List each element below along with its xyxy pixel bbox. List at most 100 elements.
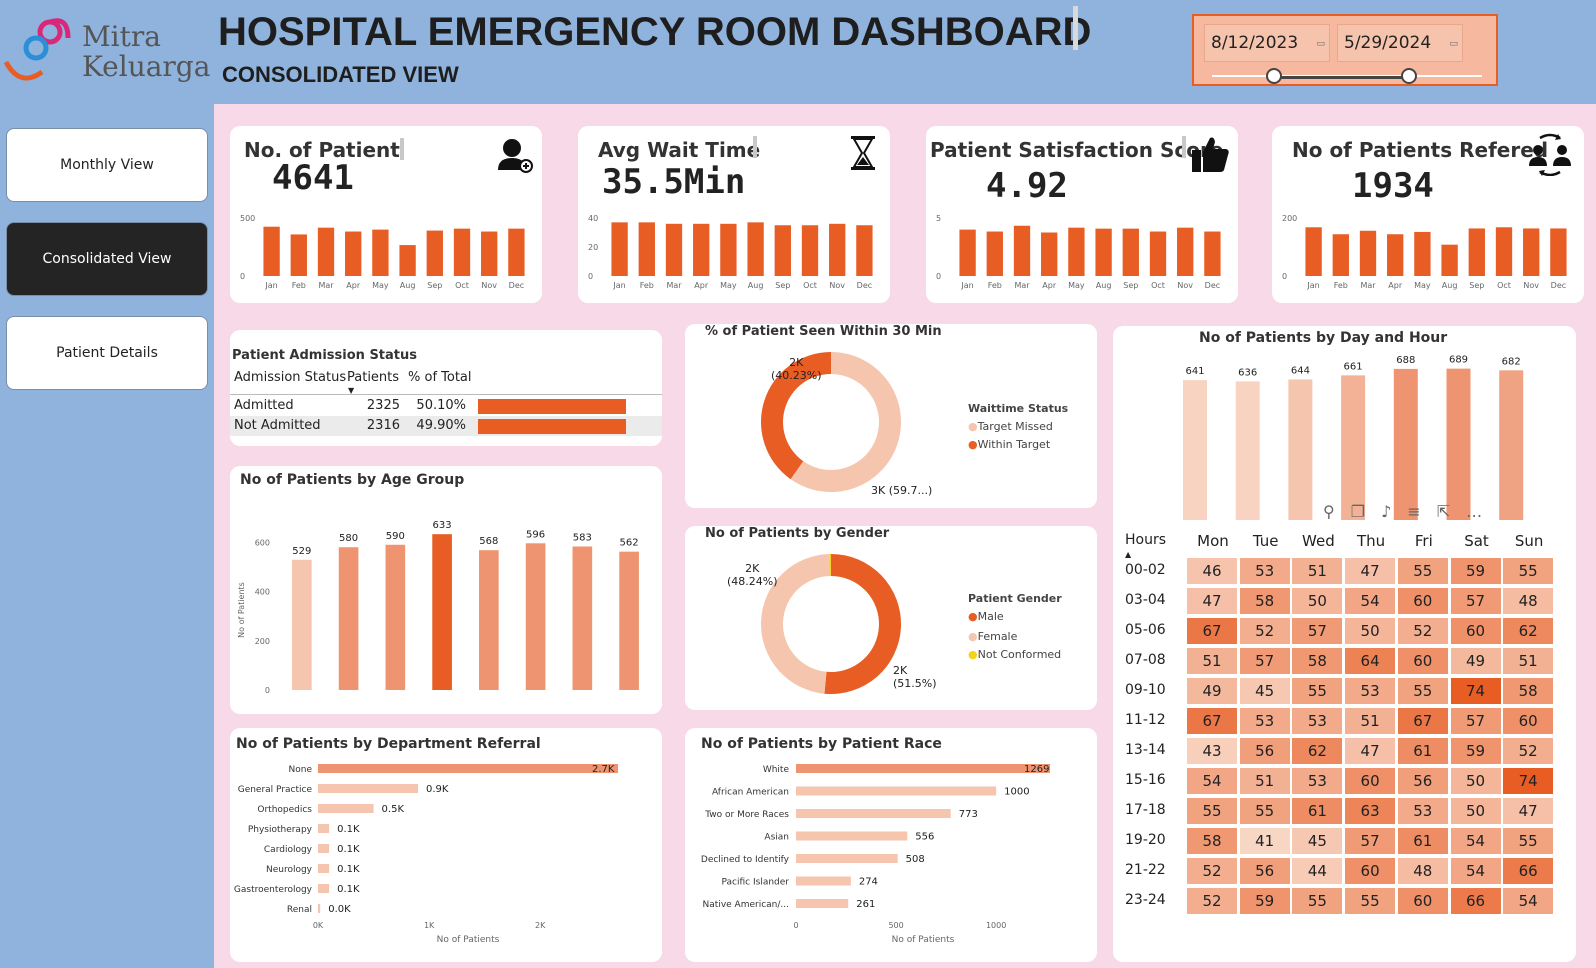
heatmap-cell[interactable]: 67	[1187, 618, 1237, 644]
age-bar[interactable]	[432, 534, 452, 690]
nav-monthly-view[interactable]: Monthly View	[6, 128, 208, 202]
heatmap-cell[interactable]: 60	[1397, 648, 1448, 674]
heatmap-cell[interactable]: 74	[1503, 768, 1554, 794]
heatmap-cell[interactable]: 55	[1187, 798, 1237, 824]
heatmap-cell[interactable]: 57	[1292, 618, 1343, 644]
donut-slice-within-target[interactable]	[761, 352, 831, 480]
heatmap-row-label[interactable]: 17-18	[1125, 802, 1166, 818]
hbar[interactable]	[796, 899, 849, 908]
heatmap-cell[interactable]: 53	[1292, 768, 1343, 794]
heatmap-cell[interactable]: 60	[1345, 768, 1396, 794]
kpi-bar[interactable]	[1441, 244, 1458, 276]
age-bar[interactable]	[479, 550, 499, 690]
heatmap-cell[interactable]: 54	[1345, 588, 1396, 614]
heatmap-cell[interactable]: 56	[1239, 858, 1290, 884]
heatmap-cell[interactable]: 47	[1345, 738, 1396, 764]
nav-consolidated-view[interactable]: Consolidated View	[6, 222, 208, 296]
day-bar[interactable]	[1393, 368, 1418, 520]
heatmap-cell[interactable]: 57	[1450, 588, 1501, 614]
age-bar[interactable]	[525, 543, 546, 690]
table-row[interactable]: Admitted 2325 50.10%	[230, 396, 662, 416]
legend-item-male[interactable]: ●Male	[968, 610, 1004, 623]
heatmap-cell[interactable]: 59	[1450, 558, 1501, 584]
heatmap-row-label[interactable]: 00-02	[1125, 562, 1166, 578]
heatmap-cell[interactable]: 55	[1292, 678, 1343, 704]
heatmap-cell[interactable]: 51	[1503, 648, 1554, 674]
heatmap-cell[interactable]: 58	[1503, 678, 1554, 704]
heatmap-cell[interactable]: 45	[1239, 678, 1290, 704]
heatmap-cell[interactable]: 51	[1239, 768, 1290, 794]
slider-handle-end[interactable]	[1401, 68, 1417, 84]
heatmap-cell[interactable]: 66	[1503, 858, 1554, 884]
kpi-bar[interactable]	[1305, 227, 1322, 276]
kpi-bar[interactable]	[481, 231, 498, 276]
hbar[interactable]	[318, 864, 330, 873]
heatmap-cell[interactable]: 52	[1503, 738, 1554, 764]
heatmap-cell[interactable]: 60	[1503, 708, 1554, 734]
heatmap-cell[interactable]: 61	[1397, 828, 1448, 854]
heatmap-cell[interactable]: 43	[1187, 738, 1237, 764]
gender-card[interactable]: No of Patients by Gender 2K (48.24%) 2K …	[685, 526, 1097, 710]
kpi-bar[interactable]	[290, 234, 307, 276]
admission-header-status[interactable]: Admission Status	[234, 370, 347, 385]
heatmap-cell[interactable]: 49	[1450, 648, 1501, 674]
admission-header-patients[interactable]: Patients	[347, 370, 400, 385]
kpi-bar[interactable]	[372, 229, 389, 276]
kpi-bar[interactable]	[856, 225, 873, 276]
kpi-bar[interactable]	[1359, 230, 1377, 276]
heatmap-cell[interactable]: 52	[1239, 618, 1290, 644]
day-bar[interactable]	[1341, 375, 1366, 520]
heatmap-cell[interactable]: 60	[1345, 858, 1396, 884]
heatmap-cell[interactable]: 55	[1397, 678, 1448, 704]
hbar[interactable]	[318, 844, 330, 853]
hbar[interactable]	[318, 824, 330, 833]
heatmap-row-label[interactable]: 11-12	[1125, 712, 1166, 728]
heatmap-cell[interactable]: 55	[1503, 828, 1554, 854]
heatmap-cell[interactable]: 59	[1450, 738, 1501, 764]
kpi-bar[interactable]	[508, 228, 525, 276]
kpi-bar[interactable]	[801, 225, 819, 276]
heatmap-cell[interactable]: 56	[1397, 768, 1448, 794]
heatmap-row-label[interactable]: 09-10	[1125, 682, 1166, 698]
heatmap-row-label[interactable]: 21-22	[1125, 862, 1166, 878]
kpi-card-patients[interactable]: No. of Patient 4641 500 0 Jan Feb Mar Apr May A…	[230, 126, 542, 303]
day-bar[interactable]	[1499, 370, 1524, 520]
heatmap-cell[interactable]: 60	[1450, 618, 1501, 644]
hbar[interactable]	[318, 884, 330, 893]
kpi-bar[interactable]	[611, 222, 628, 276]
heatmap-cell[interactable]: 51	[1292, 558, 1343, 584]
heatmap-cell[interactable]: 66	[1450, 888, 1501, 914]
kpi-bar[interactable]	[829, 223, 846, 276]
heatmap-cell[interactable]: 64	[1345, 648, 1396, 674]
heatmap-row-label[interactable]: 23-24	[1125, 892, 1166, 908]
kpi-bar[interactable]	[1149, 231, 1167, 276]
sort-desc-icon[interactable]: ▼	[348, 386, 355, 395]
table-row[interactable]: Not Admitted 2316 49.90%	[230, 416, 662, 436]
heatmap-row-label[interactable]: 03-04	[1125, 592, 1166, 608]
heatmap-cell[interactable]: 67	[1397, 708, 1448, 734]
heatmap-cell[interactable]: 51	[1187, 648, 1237, 674]
heatmap-cell[interactable]: 52	[1397, 618, 1448, 644]
day-bar[interactable]	[1288, 379, 1313, 520]
kpi-bar[interactable]	[720, 223, 737, 276]
heatmap-cell[interactable]: 59	[1239, 888, 1290, 914]
day-bar[interactable]	[1446, 368, 1471, 520]
heatmap-row-label[interactable]: 05-06	[1125, 622, 1166, 638]
heatmap-cell[interactable]: 54	[1450, 858, 1501, 884]
heatmap-cell[interactable]: 54	[1187, 768, 1237, 794]
heatmap-cell[interactable]: 60	[1397, 588, 1448, 614]
heatmap-cell[interactable]: 53	[1292, 708, 1343, 734]
kpi-bar[interactable]	[317, 227, 335, 276]
heatmap-cell[interactable]: 58	[1292, 648, 1343, 674]
kpi-bar[interactable]	[986, 231, 1003, 276]
sort-asc-icon[interactable]: ▲	[1125, 550, 1132, 559]
kpi-bar[interactable]	[1095, 228, 1112, 276]
heatmap-cell[interactable]: 55	[1345, 888, 1396, 914]
heatmap-cell[interactable]: 55	[1397, 558, 1448, 584]
day-hour-card[interactable]: No of Patients by Day and Hour 641 636 644…	[1113, 326, 1576, 962]
heatmap-cell[interactable]: 54	[1503, 888, 1554, 914]
donut-slice-not-conformed[interactable]	[829, 554, 831, 577]
heatmap-cell[interactable]: 54	[1450, 828, 1501, 854]
heatmap-cell[interactable]: 52	[1187, 888, 1237, 914]
slider-handle-start[interactable]	[1266, 68, 1282, 84]
